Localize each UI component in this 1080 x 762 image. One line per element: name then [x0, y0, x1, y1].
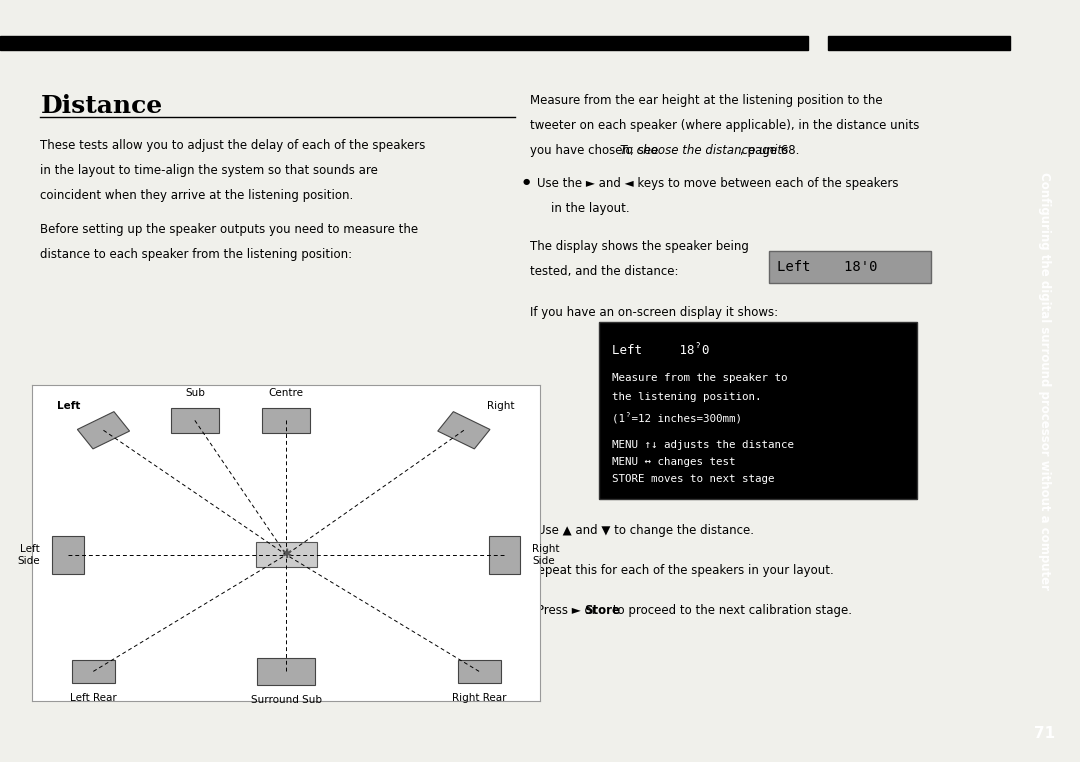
Text: to proceed to the next calibration stage.: to proceed to the next calibration stage…	[609, 604, 852, 616]
Text: Surround Sub: Surround Sub	[251, 695, 322, 705]
Text: in the layout.: in the layout.	[552, 202, 630, 215]
Bar	[598, 322, 917, 499]
Text: ●: ●	[522, 177, 529, 186]
Text: Use ▲ and ▼ to change the distance.: Use ▲ and ▼ to change the distance.	[537, 524, 754, 537]
Bar	[0, 36, 808, 50]
Bar	[828, 36, 1010, 50]
Bar	[171, 408, 219, 433]
Text: These tests allow you to adjust the delay of each of the speakers: These tests allow you to adjust the dela…	[40, 139, 426, 152]
Text: ●: ●	[522, 604, 529, 613]
Text: Centre: Centre	[269, 389, 303, 399]
Text: Left: Left	[57, 401, 81, 411]
Bar	[262, 408, 310, 433]
Text: the listening position.: the listening position.	[612, 392, 761, 402]
Bar	[78, 411, 130, 449]
Text: Right: Right	[487, 401, 514, 411]
Text: distance to each speaker from the listening position:: distance to each speaker from the listen…	[40, 248, 352, 261]
Text: tested, and the distance:: tested, and the distance:	[530, 265, 678, 278]
Text: (1ˀ=12 inches=300mm): (1ˀ=12 inches=300mm)	[612, 413, 742, 424]
Text: ✱: ✱	[281, 549, 292, 562]
Bar	[437, 411, 490, 449]
Text: Measure from the speaker to: Measure from the speaker to	[612, 373, 787, 383]
Text: Use the ► and ◄ keys to move between each of the speakers: Use the ► and ◄ keys to move between eac…	[537, 177, 899, 190]
Text: in the layout to time-align the system so that sounds are: in the layout to time-align the system s…	[40, 164, 378, 177]
Bar	[71, 660, 114, 684]
Text: STORE moves to next stage: STORE moves to next stage	[612, 474, 774, 484]
Text: you have chosen; see: you have chosen; see	[530, 144, 662, 157]
Text: Store: Store	[584, 604, 620, 616]
Text: If you have an on-screen display it shows:: If you have an on-screen display it show…	[530, 306, 779, 319]
Text: 71: 71	[1035, 725, 1055, 741]
Bar	[458, 660, 501, 684]
Text: Measure from the ear height at the listening position to the: Measure from the ear height at the liste…	[530, 94, 882, 107]
Text: Left Rear: Left Rear	[70, 693, 117, 703]
Text: , page 68.: , page 68.	[741, 144, 800, 157]
Text: Distance: Distance	[40, 94, 163, 117]
Text: MENU ↔ changes test: MENU ↔ changes test	[612, 457, 735, 467]
Text: ●: ●	[522, 524, 529, 533]
Bar	[489, 536, 521, 574]
Bar	[256, 542, 316, 568]
Text: To choose the distance units: To choose the distance units	[620, 144, 788, 157]
Text: Left     18ˀ0: Left 18ˀ0	[612, 344, 710, 357]
Bar	[52, 536, 83, 574]
Text: Configuring the digital surround processor without a computer: Configuring the digital surround process…	[1038, 172, 1052, 590]
Text: MENU ↑↓ adjusts the distance: MENU ↑↓ adjusts the distance	[612, 440, 794, 450]
Text: Left
Side: Left Side	[17, 544, 40, 565]
Text: Repeat this for each of the speakers in your layout.: Repeat this for each of the speakers in …	[530, 564, 834, 577]
Text: tweeter on each speaker (where applicable), in the distance units: tweeter on each speaker (where applicabl…	[530, 119, 919, 132]
Bar	[769, 251, 931, 283]
Text: Right
Side: Right Side	[532, 544, 559, 565]
Text: Right Rear: Right Rear	[451, 693, 507, 703]
Text: Press ► or: Press ► or	[537, 604, 600, 616]
Text: Before setting up the speaker outputs you need to measure the: Before setting up the speaker outputs yo…	[40, 223, 419, 236]
Text: Left    18'0: Left 18'0	[777, 260, 877, 274]
Text: The display shows the speaker being: The display shows the speaker being	[530, 240, 750, 253]
Bar	[257, 658, 315, 685]
Text: Sub: Sub	[185, 389, 205, 399]
Text: coincident when they arrive at the listening position.: coincident when they arrive at the liste…	[40, 189, 353, 202]
